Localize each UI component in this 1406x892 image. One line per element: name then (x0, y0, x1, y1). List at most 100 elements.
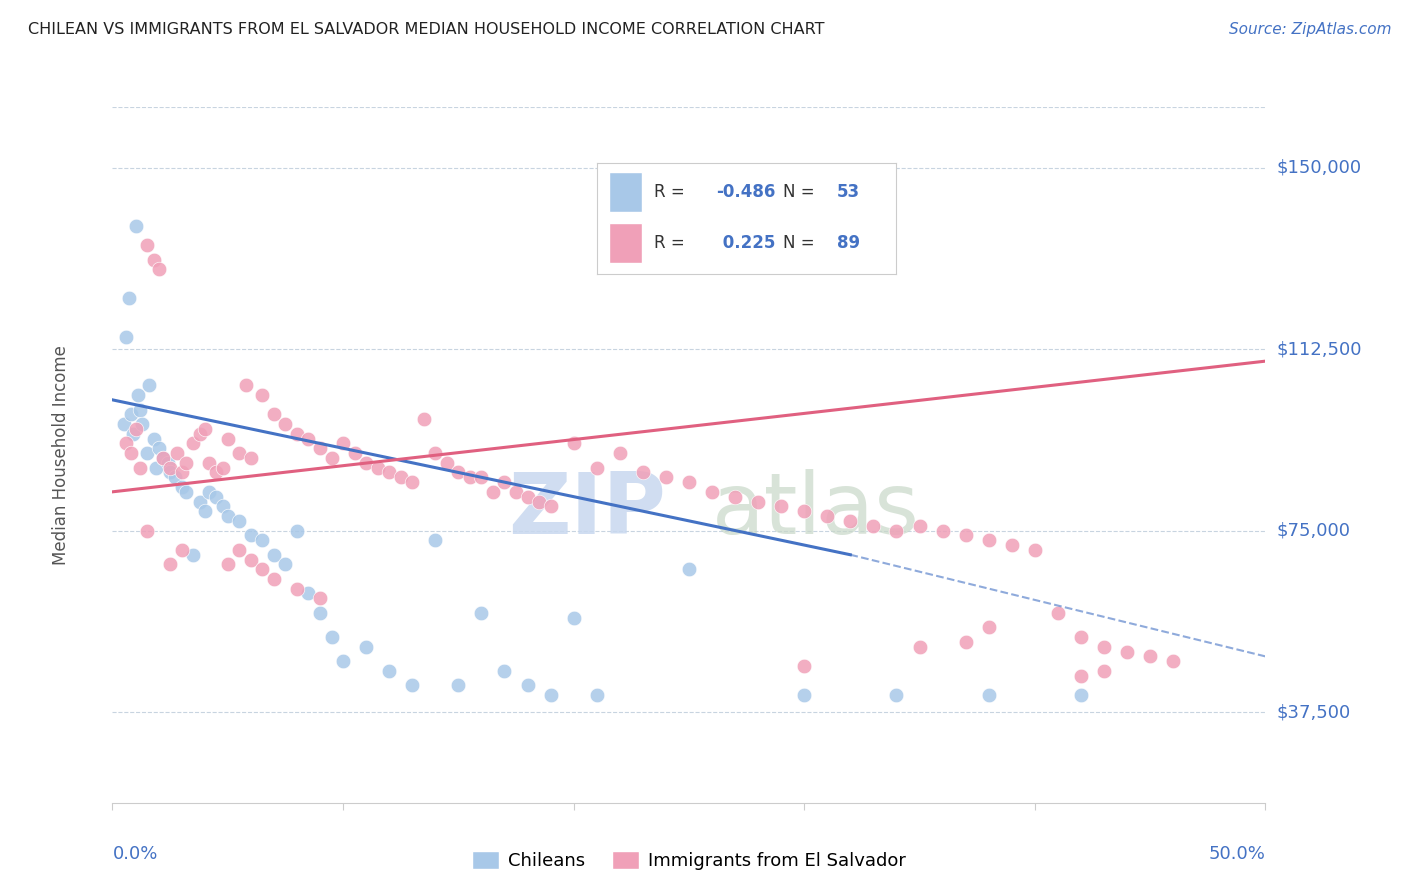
Point (1001, 538, 1024, 552)
Point (527, 494, 550, 508)
Point (152, 450, 174, 465)
Point (655, 470, 678, 484)
Point (115, 436, 138, 450)
Point (931, 524, 953, 538)
Point (1092, 664, 1115, 678)
Point (159, 466, 181, 480)
Point (977, 533, 1000, 548)
Point (447, 678, 470, 692)
Point (181, 436, 204, 450)
Text: $37,500: $37,500 (1277, 703, 1351, 721)
Point (285, 426, 308, 441)
Point (724, 490, 747, 504)
Point (297, 586, 319, 600)
Text: N =: N = (783, 234, 814, 252)
Point (170, 542, 193, 557)
Point (263, 548, 285, 562)
Point (159, 460, 181, 475)
Point (516, 490, 538, 504)
Point (1139, 649, 1161, 664)
Point (1070, 630, 1092, 644)
Point (505, 484, 527, 499)
Point (1092, 640, 1115, 654)
Point (188, 494, 211, 508)
Text: 53: 53 (837, 183, 859, 201)
Point (354, 640, 377, 654)
Point (252, 562, 274, 576)
Text: Source: ZipAtlas.com: Source: ZipAtlas.com (1229, 22, 1392, 37)
Point (136, 446, 159, 460)
Bar (609, 171, 641, 211)
Point (228, 446, 250, 460)
Point (159, 558, 181, 572)
Point (367, 460, 389, 475)
Point (839, 514, 862, 528)
Point (321, 630, 343, 644)
Text: N =: N = (783, 183, 814, 201)
Point (124, 219, 146, 233)
Point (770, 500, 793, 514)
Point (170, 466, 193, 480)
Point (516, 678, 538, 692)
Point (436, 456, 458, 470)
Point (815, 509, 838, 524)
Point (136, 524, 159, 538)
Point (115, 330, 138, 344)
Text: atlas: atlas (711, 469, 920, 552)
Point (321, 450, 343, 465)
Text: $150,000: $150,000 (1277, 159, 1362, 177)
Point (1116, 644, 1139, 658)
Text: 0.225: 0.225 (717, 234, 775, 252)
Point (129, 460, 152, 475)
Text: 89: 89 (837, 234, 859, 252)
Point (678, 475, 700, 490)
Point (163, 470, 186, 484)
Text: R =: R = (654, 183, 685, 201)
Point (174, 484, 197, 499)
Point (401, 475, 423, 490)
Point (263, 408, 285, 422)
Text: -0.486: -0.486 (717, 183, 776, 201)
Point (562, 436, 585, 450)
Text: R =: R = (654, 234, 685, 252)
Point (1070, 669, 1092, 683)
Point (212, 460, 235, 475)
Point (494, 664, 516, 678)
Point (252, 533, 274, 548)
Point (170, 480, 193, 494)
Point (494, 475, 516, 490)
Point (562, 610, 585, 624)
Point (188, 426, 211, 441)
Point (540, 500, 562, 514)
Legend: Chileans, Immigrants from El Salvador: Chileans, Immigrants from El Salvador (464, 844, 914, 877)
Point (354, 456, 377, 470)
Point (145, 460, 167, 475)
Point (239, 450, 262, 465)
Point (793, 504, 815, 518)
Point (955, 635, 977, 649)
Point (585, 460, 607, 475)
Text: ZIP: ZIP (508, 469, 666, 552)
Point (117, 291, 139, 305)
Point (120, 446, 142, 460)
Point (425, 533, 447, 548)
Point (977, 620, 1000, 634)
Point (112, 417, 135, 431)
Point (252, 388, 274, 402)
Point (136, 238, 159, 252)
Point (205, 490, 228, 504)
Point (198, 484, 221, 499)
Text: Median Household Income: Median Household Income (52, 345, 70, 565)
Point (181, 548, 204, 562)
Point (239, 528, 262, 542)
Point (274, 558, 297, 572)
Point (143, 432, 166, 446)
Text: $112,500: $112,500 (1277, 340, 1362, 358)
Point (482, 484, 505, 499)
Point (793, 659, 815, 673)
Point (747, 494, 769, 508)
Point (297, 432, 319, 446)
Point (198, 456, 221, 470)
Point (378, 664, 401, 678)
Point (228, 514, 250, 528)
